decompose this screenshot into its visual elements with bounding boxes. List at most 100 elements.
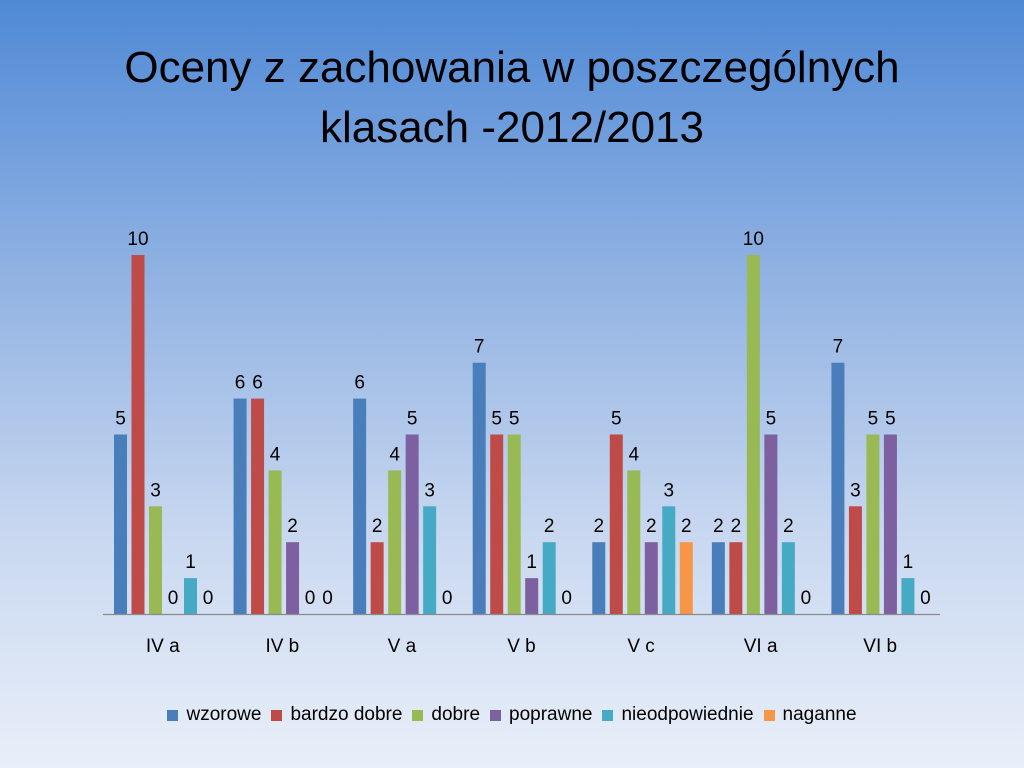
legend-item: naganne: [763, 704, 857, 726]
data-label: 1: [526, 552, 537, 573]
bar-v-c-bardzo-dobre: [609, 434, 623, 614]
legend-item: nieodpowiednie: [602, 704, 754, 726]
data-label: 3: [150, 480, 161, 501]
bar-vi-b-dobre: [866, 434, 880, 614]
bar-vi-b-wzorowe: [831, 362, 845, 614]
legend-label: poprawne: [509, 704, 593, 725]
data-label: 5: [509, 409, 520, 430]
bar-v-a-wzorowe: [353, 398, 367, 614]
data-label: 7: [474, 337, 485, 358]
bar-vi-b-poprawne: [883, 434, 897, 614]
data-label: 5: [407, 409, 418, 430]
legend-swatch: [763, 709, 775, 721]
bar-v-a-bardzo-dobre: [370, 542, 384, 614]
bar-v-c-poprawne: [644, 542, 658, 614]
bar-v-a-dobre: [388, 470, 402, 614]
data-label: 3: [424, 480, 435, 501]
data-label: 2: [593, 516, 604, 537]
slide-title: Oceny z zachowania w poszczególnych klas…: [0, 38, 1024, 158]
legend-item: dobre: [412, 704, 480, 726]
x-tick-label: V a: [388, 636, 417, 657]
x-tick-label: VI b: [863, 636, 897, 657]
bar-iv-b-dobre: [268, 470, 282, 614]
bar-v-b-poprawne: [525, 578, 539, 614]
legend-item: wzorowe: [167, 704, 261, 726]
x-tick-label: IV b: [265, 636, 299, 657]
data-label: 0: [801, 588, 812, 609]
legend-swatch: [271, 709, 283, 721]
data-label: 2: [783, 516, 794, 537]
legend-swatch: [167, 709, 179, 721]
x-tick-label: V c: [627, 636, 654, 657]
bar-v-b-nieodpowiednie: [542, 542, 556, 614]
slide-title-line-1: Oceny z zachowania w poszczególnych: [124, 43, 900, 92]
data-label: 4: [270, 444, 281, 465]
bar-iv-b-poprawne: [286, 542, 300, 614]
data-label: 2: [731, 516, 742, 537]
data-label: 1: [903, 552, 914, 573]
legend-swatch: [602, 709, 614, 721]
bar-vi-a-nieodpowiednie: [781, 542, 795, 614]
bar-v-b-wzorowe: [472, 362, 486, 614]
data-label: 5: [885, 409, 896, 430]
legend-label: naganne: [782, 704, 857, 725]
data-label: 0: [322, 588, 333, 609]
x-tick-label: IV a: [146, 636, 180, 657]
data-label: 0: [920, 588, 931, 609]
bar-iv-b-bardzo-dobre: [251, 398, 265, 614]
x-tick-label: V b: [507, 636, 536, 657]
data-label: 0: [168, 588, 179, 609]
legend-swatch: [490, 709, 502, 721]
bar-vi-a-bardzo-dobre: [729, 542, 743, 614]
slide-title-line-2: klasach -2012/2013: [319, 103, 705, 152]
data-label: 2: [681, 516, 692, 537]
legend-item: bardzo dobre: [271, 704, 402, 726]
bar-iv-a-bardzo-dobre: [131, 255, 145, 614]
data-label: 2: [646, 516, 657, 537]
data-label: 2: [713, 516, 724, 537]
data-label: 2: [372, 516, 383, 537]
legend-label: dobre: [431, 704, 481, 725]
bar-vi-a-dobre: [746, 255, 760, 614]
bar-v-c-nieodpowiednie: [662, 506, 676, 614]
bar-iv-a-dobre: [149, 506, 162, 614]
data-label: 0: [442, 588, 453, 609]
data-label: 5: [491, 409, 502, 430]
bar-v-c-naganne: [679, 542, 693, 614]
chart-legend: wzorowe bardzo dobre dobre poprawne nieodpow…: [0, 704, 1024, 726]
data-label: 6: [252, 373, 263, 394]
data-label: 1: [185, 552, 196, 573]
data-label: 0: [203, 588, 214, 609]
data-label: 2: [287, 516, 298, 537]
data-label: 0: [305, 588, 316, 609]
data-label: 10: [743, 229, 764, 250]
bar-iv-a-nieodpowiednie: [184, 578, 197, 614]
data-label: 6: [354, 373, 365, 394]
bar-v-c-dobre: [627, 470, 641, 614]
bar-iv-b-wzorowe: [233, 398, 247, 614]
x-tick-label: VI a: [744, 636, 778, 657]
legend-label: nieodpowiednie: [621, 704, 754, 725]
legend-label: bardzo dobre: [290, 704, 403, 725]
bar-v-b-bardzo-dobre: [490, 434, 504, 614]
data-label: 6: [235, 373, 246, 394]
bar-v-a-nieodpowiednie: [423, 506, 437, 614]
bar-v-c-wzorowe: [592, 542, 606, 614]
data-label: 0: [561, 588, 572, 609]
bar-vi-b-bardzo-dobre: [848, 506, 862, 614]
bar-vi-b-nieodpowiednie: [901, 578, 915, 614]
bar-v-a-poprawne: [405, 434, 419, 614]
bar-vi-a-wzorowe: [711, 542, 725, 614]
legend-item: poprawne: [490, 704, 592, 726]
legend-swatch: [412, 709, 424, 721]
data-label: 4: [389, 444, 400, 465]
data-label: 3: [663, 480, 674, 501]
data-label: 7: [833, 337, 844, 358]
legend-label: wzorowe: [186, 704, 262, 725]
data-label: 10: [127, 229, 148, 250]
data-label: 5: [766, 409, 777, 430]
data-label: 3: [850, 480, 861, 501]
bar-v-b-dobre: [507, 434, 521, 614]
data-label: 5: [115, 409, 126, 430]
